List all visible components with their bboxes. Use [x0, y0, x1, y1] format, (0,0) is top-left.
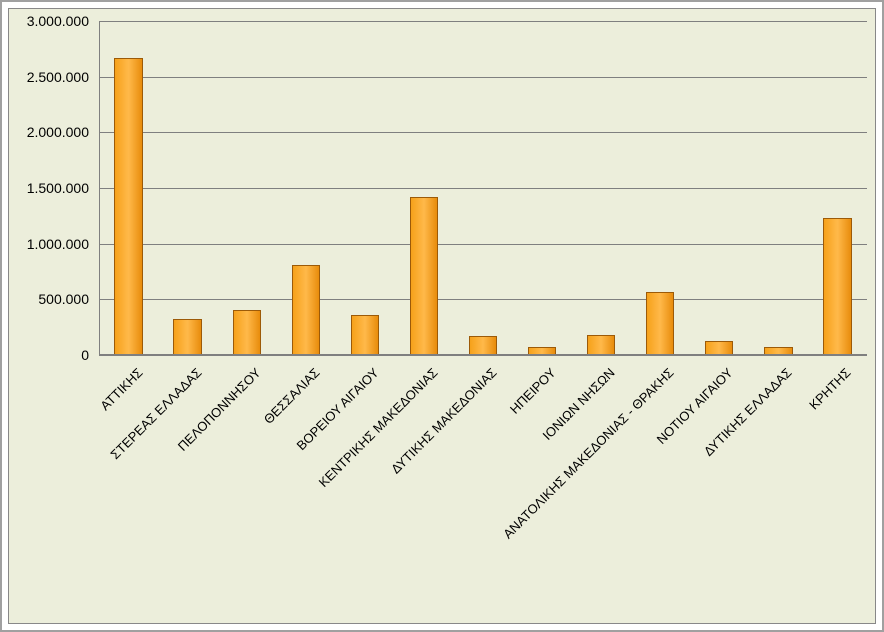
chart-outer-frame: 0 500.000 1.000.000 1.500.000 2.000.000 2.500…: [0, 0, 884, 632]
bar: [469, 336, 497, 355]
bar: [233, 310, 261, 355]
y-tick-label: 2.500.000: [9, 69, 89, 85]
y-tick-label: 1.000.000: [9, 236, 89, 252]
bar: [410, 197, 438, 355]
x-tick-label: ΙΟΝΙΩΝ ΝΗΣΩΝ: [395, 365, 618, 588]
gridline: [99, 188, 867, 189]
chart-panel: 0 500.000 1.000.000 1.500.000 2.000.000 2.500…: [8, 8, 876, 624]
bar: [823, 218, 851, 355]
y-tick-label: 2.000.000: [9, 124, 89, 140]
bar: [292, 265, 320, 355]
x-tick-label: ΔΥΤΙΚΗΣ ΜΑΚΕΔΟΝΙΑΣ: [277, 365, 500, 588]
bar: [587, 335, 615, 355]
x-tick-label: ΗΠΕΙΡΟΥ: [336, 365, 559, 588]
y-axis-line: [99, 21, 100, 355]
x-tick-label: ΚΡΗΤΗΣ: [631, 365, 854, 588]
bar: [646, 292, 674, 355]
x-tick-label: ΑΝΑΤΟΛΙΚΗΣ ΜΑΚΕΔΟΝΙΑΣ - ΘΡΑΚΗΣ: [454, 365, 677, 588]
y-tick-label: 0: [9, 347, 89, 363]
x-axis-line: [99, 354, 867, 355]
y-tick-label: 3.000.000: [9, 13, 89, 29]
x-tick-label: ΘΕΣΣΑΛΙΑΣ: [100, 365, 323, 588]
gridline: [99, 299, 867, 300]
x-tick-label: ΝΟΤΙΟΥ ΑΙΓΑΙΟΥ: [513, 365, 736, 588]
bar: [705, 341, 733, 355]
bar: [351, 315, 379, 355]
x-tick-label: ΚΕΝΤΡΙΚΗΣ ΜΑΚΕΔΟΝΙΑΣ: [218, 365, 441, 588]
y-tick-label: 1.500.000: [9, 180, 89, 196]
x-tick-label: ΒΟΡΕΙΟΥ ΑΙΓΑΙΟΥ: [159, 365, 382, 588]
plot-area: [99, 21, 867, 355]
gridline: [99, 355, 867, 356]
x-tick-label: ΠΕΛΟΠΟΝΝΗΣΟΥ: [41, 365, 264, 588]
gridline: [99, 77, 867, 78]
gridline: [99, 244, 867, 245]
y-tick-label: 500.000: [9, 291, 89, 307]
gridline: [99, 21, 867, 22]
bar: [114, 58, 142, 355]
x-tick-label: ΔΥΤΙΚΗΣ ΕΛΛΑΔΑΣ: [572, 365, 795, 588]
gridline: [99, 132, 867, 133]
plot-wrap: 0 500.000 1.000.000 1.500.000 2.000.000 2.500…: [9, 9, 875, 623]
bar: [173, 319, 201, 355]
